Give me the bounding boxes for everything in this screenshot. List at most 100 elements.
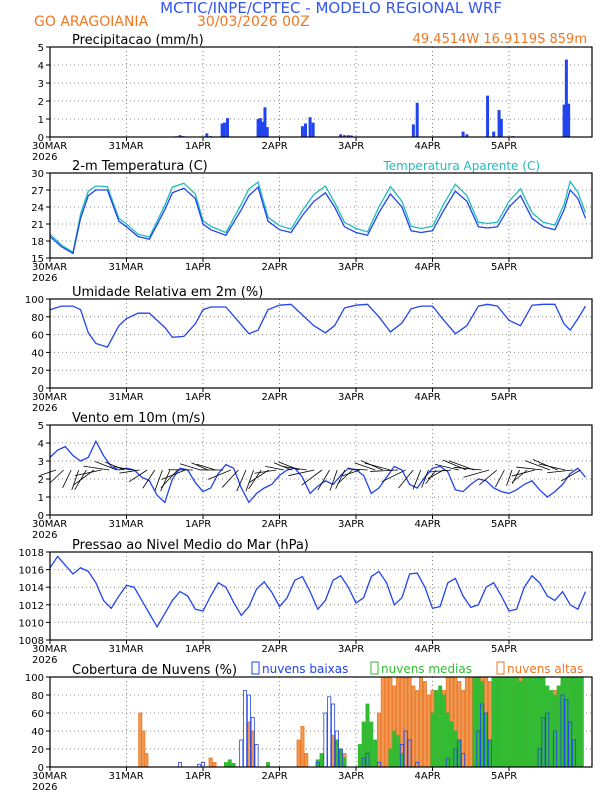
- wind-arrow: [191, 462, 209, 471]
- legend-aparente: Temperatura Aparente (C): [382, 159, 540, 173]
- bar-nuvens-medias: [373, 739, 378, 768]
- wind-arrow: [160, 469, 171, 492]
- y-tick-label: 1012: [19, 601, 44, 612]
- precip-bar: [225, 118, 229, 137]
- bar-nuvens-medias: [342, 757, 347, 768]
- y-tick-label: 60: [31, 331, 44, 342]
- bar-nuvens-baixas: [254, 744, 259, 768]
- header-title: MCTIC/INPE/CPTEC - MODELO REGIONAL WRF: [160, 0, 502, 17]
- y-tick-label: 1008: [19, 636, 44, 647]
- bar-nuvens-altas: [304, 753, 309, 768]
- wind-arrow: [245, 469, 254, 492]
- bar-nuvens-medias: [457, 739, 462, 768]
- y-tick-label: 0: [38, 133, 44, 144]
- wind-arrow: [524, 460, 551, 471]
- bar-nuvens-altas: [250, 730, 255, 768]
- bar-nuvens-baixas: [239, 739, 244, 768]
- x-tick-label: 31MAR: [109, 392, 144, 403]
- bar-nuvens-altas: [411, 685, 416, 768]
- panel-title: 2-m Temperatura (C): [72, 159, 208, 174]
- bar-nuvens-medias: [266, 762, 271, 768]
- wind-arrow: [516, 466, 543, 471]
- wind-arrow: [463, 469, 490, 478]
- wind-arrow: [495, 469, 505, 488]
- bar-nuvens-baixas: [323, 712, 328, 768]
- bar-nuvens-medias: [495, 676, 500, 768]
- x-year-label: 2026: [32, 403, 57, 414]
- bar-nuvens-medias: [491, 676, 496, 768]
- x-tick-label: 5APR: [491, 519, 517, 530]
- header-coords: 49.4514W 16.9119S 859m: [413, 32, 587, 47]
- wind-arrow: [381, 469, 406, 483]
- legend-swatch: [496, 661, 505, 675]
- bar-nuvens-medias: [506, 676, 511, 768]
- wind-arrow: [427, 469, 444, 479]
- wind-arrow: [114, 466, 133, 471]
- precip-bar: [222, 122, 226, 137]
- wind-arrow: [196, 463, 216, 471]
- y-tick-label: 24: [31, 203, 44, 214]
- bar-nuvens-medias: [399, 753, 404, 768]
- legend-label: nuvens altas: [507, 662, 583, 676]
- wind-arrow: [435, 463, 459, 471]
- y-tick-label: 2: [38, 475, 44, 486]
- wind-arrow: [207, 469, 231, 480]
- wind-arrow: [317, 469, 330, 491]
- wind-arrow: [506, 469, 513, 486]
- x-tick-label: 31MAR: [109, 262, 144, 273]
- wind-arrow: [142, 469, 156, 489]
- bar-nuvens-medias: [396, 735, 401, 768]
- legend-label: nuvens baixas: [262, 662, 348, 676]
- x-tick-label: 5APR: [491, 644, 517, 655]
- wind-arrow: [511, 469, 535, 477]
- bar-nuvens-medias: [438, 685, 443, 768]
- x-tick-label: 4APR: [415, 771, 441, 782]
- bar-nuvens-medias: [315, 759, 320, 768]
- panel-nuvens: 0 20 40 60 80 100 30MAR 31MAR 1APR 2APR 3APR 4APR 5A…: [25, 661, 593, 792]
- bar-nuvens-medias: [564, 676, 569, 768]
- x-tick-label: 1APR: [185, 141, 211, 152]
- y-tick-label: 40: [31, 727, 44, 738]
- y-tick-label: 27: [31, 186, 44, 197]
- series-temp-2m: [49, 186, 587, 255]
- panel-pressao: 1008 1010 1012 1014 1016 1018 30MAR 31MAR 1APR 2A…: [19, 538, 593, 666]
- wind-arrow: [429, 469, 452, 473]
- panel-title: Umidade Relativa em 2m (%): [72, 285, 263, 300]
- y-tick-label: 60: [31, 709, 44, 720]
- wind-arrow: [265, 465, 285, 471]
- bar-nuvens-altas: [144, 753, 149, 768]
- bar-nuvens-medias: [503, 676, 508, 768]
- wind-arrow: [83, 465, 110, 471]
- precip-bar: [178, 135, 182, 137]
- bar-nuvens-medias: [484, 712, 489, 768]
- x-tick-label: 2APR: [262, 519, 288, 530]
- x-tick-label: 3APR: [338, 644, 364, 655]
- precip-bar: [415, 102, 419, 137]
- x-tick-label: 31MAR: [109, 141, 144, 152]
- bar-nuvens-altas: [300, 726, 305, 768]
- wind-arrow: [532, 459, 558, 471]
- precip-bar: [461, 131, 465, 137]
- panel-frame: [49, 424, 593, 516]
- x-tick-label: 3APR: [338, 519, 364, 530]
- bar-nuvens-altas: [464, 676, 469, 768]
- x-tick-label: 5APR: [491, 141, 517, 152]
- x-year-label: 2026: [32, 273, 57, 284]
- bar-nuvens-medias: [514, 676, 519, 768]
- bar-nuvens-medias: [449, 721, 454, 768]
- wind-arrow: [301, 469, 323, 486]
- y-tick-label: 20: [31, 366, 44, 377]
- bar-nuvens-medias: [510, 676, 515, 768]
- y-tick-label: 1016: [19, 566, 44, 577]
- y-tick-label: 4: [38, 61, 44, 72]
- y-tick-label: 21: [31, 220, 44, 231]
- x-tick-label: 2APR: [262, 141, 288, 152]
- precip-bar: [562, 104, 566, 137]
- x-tick-label: 5APR: [491, 392, 517, 403]
- bar-nuvens-medias: [541, 676, 546, 768]
- series-temp-aparente: [49, 180, 587, 254]
- precip-bar: [567, 103, 571, 137]
- bar-nuvens-medias: [472, 676, 477, 768]
- panel-vento: 0 1 2 3 4 5 30MAR 31MAR 1APR 2APR 3APR 4APR 5APR 2026…: [32, 411, 593, 541]
- x-tick-label: 30MAR: [32, 771, 67, 782]
